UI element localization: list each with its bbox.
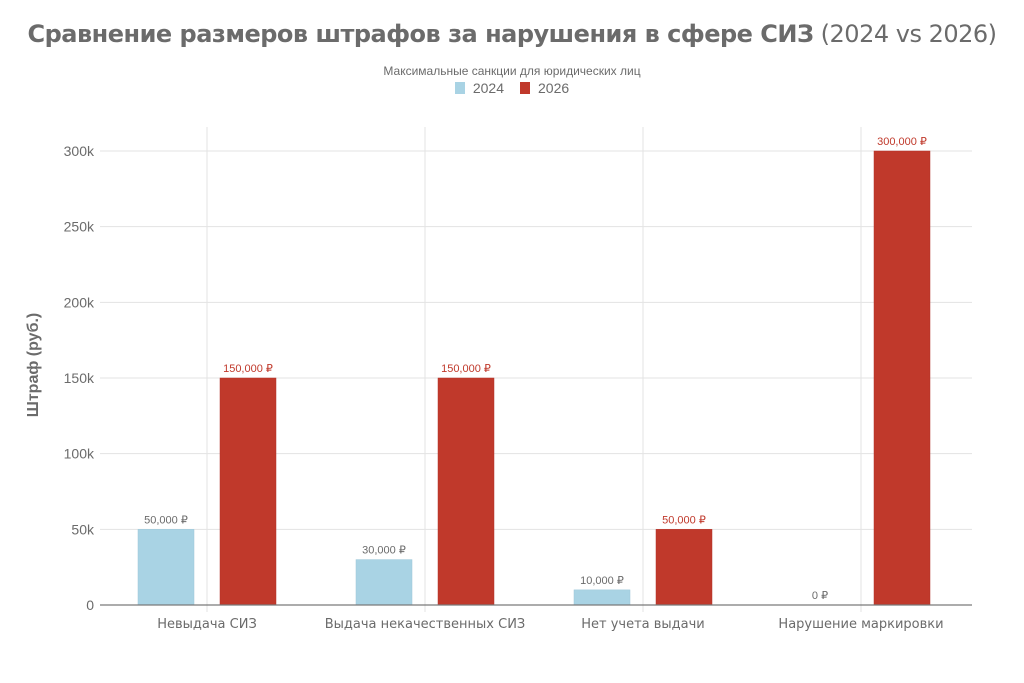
- data-label-2026: 50,000 ₽: [662, 514, 706, 526]
- chart-title-main: Сравнение размеров штрафов за нарушения …: [27, 20, 814, 48]
- x-category-label: Невыдача СИЗ: [157, 617, 257, 632]
- data-label-2026: 300,000 ₽: [877, 136, 927, 148]
- bar-2026[interactable]: [873, 150, 931, 606]
- chart-title-years: (2024 vs 2026): [820, 20, 997, 48]
- data-label-2026: 150,000 ₽: [223, 363, 273, 375]
- data-label-2024: 0 ₽: [812, 590, 828, 602]
- y-tick-label: 50k: [71, 521, 95, 537]
- bar-2024[interactable]: [355, 559, 413, 606]
- y-tick-label: 200k: [64, 294, 95, 310]
- chart-title: Сравнение размеров штрафов за нарушения …: [0, 20, 1024, 48]
- bar-2024[interactable]: [137, 529, 195, 606]
- legend-label-2024: 2024: [472, 80, 504, 96]
- legend-label-2026: 2026: [538, 80, 570, 96]
- y-tick-label: 250k: [64, 219, 95, 235]
- y-tick-label: 100k: [64, 446, 95, 462]
- data-label-2024: 30,000 ₽: [362, 545, 406, 557]
- legend-item-2026[interactable]: 2026: [520, 80, 569, 96]
- bar-2026[interactable]: [437, 377, 495, 606]
- legend-item-2024[interactable]: 2024: [454, 80, 504, 96]
- x-category-label: Нет учета выдачи: [581, 617, 705, 632]
- y-tick-label: 0: [86, 597, 94, 613]
- legend-swatch-2026: [520, 82, 530, 94]
- y-tick-label: 300k: [64, 143, 95, 159]
- bar-2026[interactable]: [219, 377, 277, 606]
- data-label-2024: 50,000 ₽: [144, 514, 188, 526]
- y-tick-label: 150k: [64, 370, 95, 386]
- bar-2026[interactable]: [655, 529, 713, 606]
- bar-2024[interactable]: [573, 589, 631, 606]
- data-label-2026: 150,000 ₽: [441, 363, 491, 375]
- x-category-label: Выдача некачественных СИЗ: [325, 617, 526, 632]
- data-label-2024: 10,000 ₽: [580, 575, 624, 587]
- legend-swatch-2024: [454, 82, 465, 94]
- legend: 2024 2026: [0, 80, 1024, 96]
- x-category-label: Нарушение маркировки: [778, 617, 943, 632]
- chart-subtitle: Максимальные санкции для юридических лиц: [383, 64, 641, 78]
